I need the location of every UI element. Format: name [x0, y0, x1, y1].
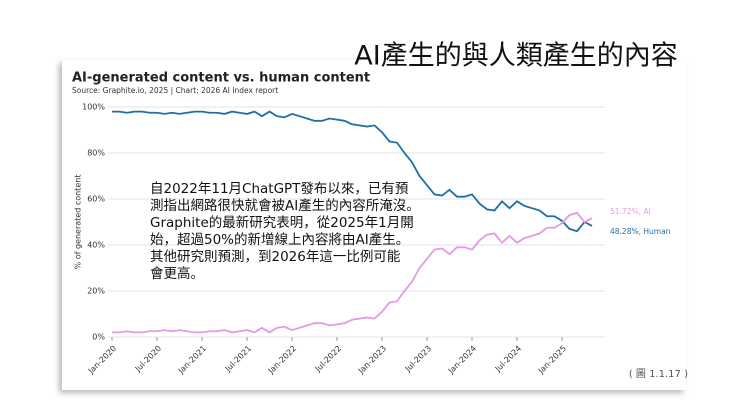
annotation-line: 始，超過50%的新增線上內容將由AI產生。 — [150, 231, 409, 248]
annotation-line: 其他研究則預測，到2026年這一比例可能 — [150, 249, 400, 265]
y-axis-label: % of generated content — [74, 175, 83, 270]
y-tick-label: 80% — [87, 149, 105, 158]
end-label: 51.72%, AI — [610, 207, 651, 216]
y-tick-label: 0% — [92, 333, 105, 342]
y-tick-label: 40% — [87, 241, 105, 250]
annotation-line: Graphite的最新研究表明，從2025年1月開 — [150, 215, 414, 231]
annotation-line: 自2022年11月ChatGPT發布以來，已有預 — [150, 181, 409, 197]
line-0 — [112, 110, 593, 233]
y-tick-label: 20% — [87, 287, 105, 296]
y-tick-label: 60% — [87, 195, 105, 204]
line-1 — [112, 211, 593, 334]
annotation-line: 測指出網路很快就會被AI產生的內容所淹沒。 — [150, 197, 420, 214]
y-tick-label: 100% — [82, 103, 105, 112]
figure-label: ( 圖 1.1.17 ) — [629, 368, 688, 380]
annotation-line: 會更高。 — [150, 265, 204, 282]
slide-title: AI產生的與人類產生的內容 — [354, 41, 677, 72]
chart-subtitle: Source: Graphite.io, 2025 | Chart: 2026 … — [72, 86, 278, 95]
end-label: 48.28%, Human — [610, 227, 671, 236]
annotation: 自2022年11月ChatGPT發布以來，已有預測指出網路很快就會被AI產生的內… — [150, 181, 420, 282]
chart-title: AI-generated content vs. human content — [72, 71, 370, 86]
